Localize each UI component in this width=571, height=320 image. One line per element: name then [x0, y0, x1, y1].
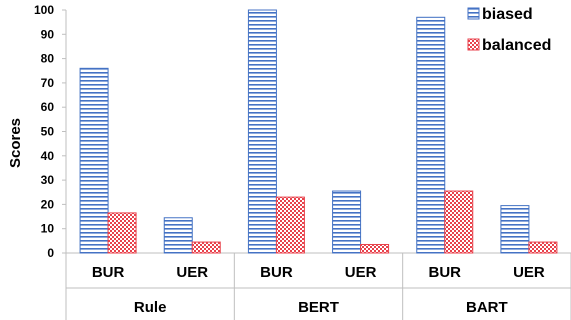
bar-biased-3 — [332, 190, 362, 254]
x-category-label: UER — [513, 264, 545, 281]
legend-label-balanced: balanced — [482, 37, 551, 54]
y-tick-label: 40 — [41, 149, 55, 163]
bars — [79, 9, 558, 254]
bar-balanced-5 — [528, 241, 558, 254]
bar-balanced-4 — [444, 190, 474, 254]
x-axis-labels: BUR UER BUR UER BUR UER Rule BERT BART — [92, 264, 545, 316]
bar-biased-4 — [416, 16, 446, 254]
y-tick-label: 90 — [41, 27, 55, 41]
y-tick-label: 10 — [41, 222, 55, 236]
x-category-label: UER — [176, 264, 208, 281]
axes: 0 10 20 30 40 50 60 70 80 90 100 — [34, 3, 571, 320]
y-tick-label: 100 — [34, 3, 54, 17]
bar-balanced-3 — [360, 243, 390, 254]
bar-balanced-0 — [107, 212, 137, 254]
y-tick-label: 70 — [41, 76, 55, 90]
legend-swatch-biased — [467, 7, 480, 20]
y-tick-label: 30 — [41, 173, 55, 187]
bar-biased-1 — [163, 217, 193, 254]
y-tick-label: 0 — [47, 246, 54, 260]
bar-biased-2 — [247, 9, 277, 254]
legend: biased balanced — [467, 6, 551, 54]
y-tick-label: 50 — [41, 125, 55, 139]
bar-biased-0 — [79, 67, 109, 254]
x-category-label: BUR — [260, 264, 293, 281]
legend-swatch-balanced — [467, 38, 480, 51]
x-group-label: BERT — [298, 299, 339, 316]
x-category-label: UER — [345, 264, 377, 281]
y-tick-label: 80 — [41, 52, 55, 66]
y-tick-label: 20 — [41, 197, 55, 211]
legend-label-biased: biased — [482, 6, 533, 23]
x-group-label: BART — [466, 299, 508, 316]
x-group-label: Rule — [134, 299, 167, 316]
bar-balanced-2 — [275, 196, 305, 254]
bar-biased-5 — [500, 205, 530, 254]
bar-balanced-1 — [191, 241, 221, 254]
x-category-label: BUR — [429, 264, 462, 281]
x-category-label: BUR — [92, 264, 125, 281]
y-axis-label: Scores — [7, 118, 24, 168]
y-tick-label: 60 — [41, 100, 55, 114]
